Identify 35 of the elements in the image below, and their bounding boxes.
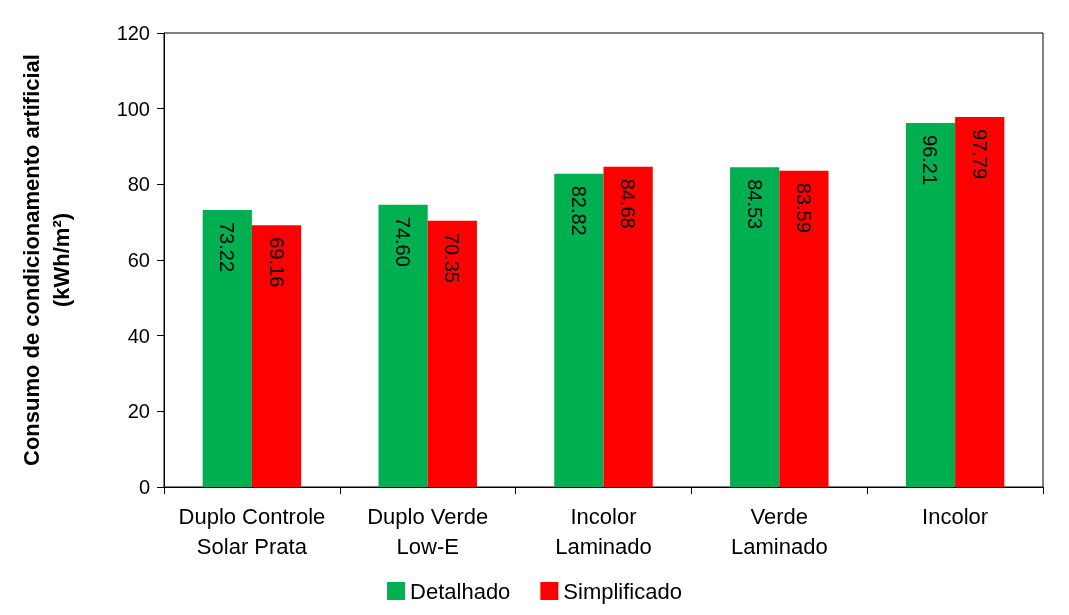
- x-tick-label: Verde Laminado: [730, 503, 828, 559]
- y-tick-label: 40: [127, 324, 150, 347]
- legend-label: Simplificado: [563, 578, 682, 604]
- bar: [955, 117, 1005, 487]
- data-label: 84.68: [617, 178, 640, 229]
- y-tick-label: 100: [116, 97, 150, 120]
- y-tick-label: 80: [127, 173, 150, 196]
- y-tick-label: 0: [138, 476, 150, 498]
- bar: [730, 167, 780, 487]
- data-label: 74.60: [392, 216, 415, 267]
- data-label: 73.22: [216, 221, 239, 273]
- bar: [905, 123, 956, 487]
- data-label: 96.21: [919, 135, 942, 186]
- y-axis-title: Consumo de condicionamento artificial (kWh/m²): [18, 54, 74, 466]
- data-label: 70.35: [441, 232, 464, 283]
- data-label: 69.16: [265, 237, 288, 288]
- legend-label: Detalhado: [410, 578, 511, 604]
- bar: [251, 225, 302, 487]
- x-tick-label: Duplo Verde Low-E: [367, 503, 489, 559]
- bar: [779, 170, 829, 487]
- bar: [378, 204, 428, 487]
- bar: [202, 209, 252, 487]
- y-tick-label: 20: [127, 400, 150, 423]
- data-label: 97.79: [968, 129, 991, 180]
- bar: [427, 220, 477, 487]
- y-tick-label: 60: [127, 249, 150, 271]
- y-tick-label: 120: [116, 22, 150, 44]
- x-tick-label: Duplo Controle Solar Prata: [178, 503, 326, 559]
- data-label: 83.59: [792, 182, 815, 233]
- data-label: 82.82: [567, 185, 590, 236]
- bar: [603, 166, 653, 487]
- bar: [554, 173, 604, 487]
- x-tick-label: Incolor Laminado: [555, 503, 652, 559]
- data-label: 84.53: [743, 179, 766, 230]
- x-tick-label: Incolor: [922, 503, 989, 529]
